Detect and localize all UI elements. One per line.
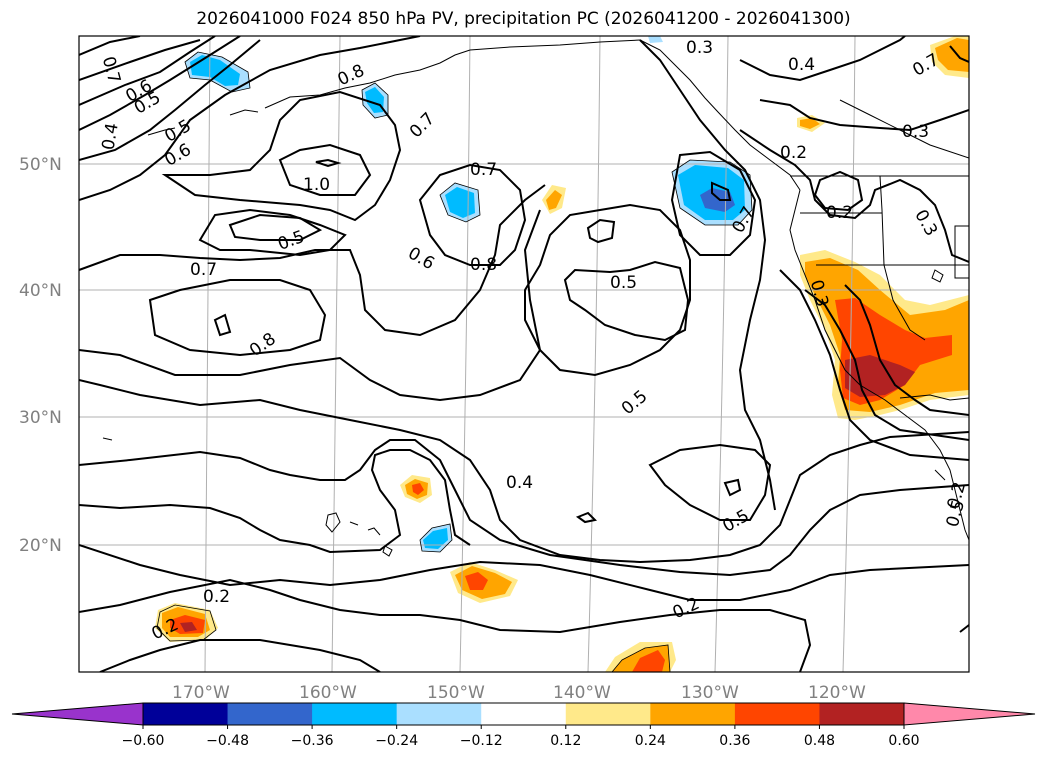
colorbar-segment	[228, 703, 313, 725]
colorbar-tick-label: −0.24	[375, 733, 418, 749]
colorbar-extend-low	[12, 703, 143, 725]
contour-label: 0.4	[506, 473, 533, 493]
contour-label: 0.2	[203, 587, 230, 607]
colorbar-tick-label: 0.48	[804, 733, 835, 749]
map-panel: 0.7 0.6 0.5 0.4 0.5 0.6 0.8 0.7 1.0 0.5 …	[79, 36, 970, 672]
lon-label: 130°W	[681, 683, 739, 703]
colorbar-extend-high	[904, 703, 1035, 725]
lat-axis-labels: 50°N 40°N 30°N 20°N	[19, 155, 62, 556]
lon-label: 120°W	[808, 683, 866, 703]
contour-label: 0.3	[902, 122, 929, 142]
lon-label: 170°W	[172, 683, 230, 703]
colorbar-tick-label: 0.24	[635, 733, 666, 749]
lon-label: 150°W	[427, 683, 485, 703]
colorbar-tick-label: 0.12	[550, 733, 581, 749]
colorbar-segment	[481, 703, 566, 725]
contour-label: 0.2	[826, 203, 853, 223]
colorbar-segment	[735, 703, 820, 725]
lat-label: 40°N	[19, 281, 62, 301]
colorbar-segment	[312, 703, 397, 725]
contour-label: 0.3	[686, 38, 713, 58]
colorbar-segment	[650, 703, 735, 725]
contour-label: 0.7	[190, 260, 217, 280]
contour-label: 0.5	[610, 273, 637, 293]
colorbar-segment	[143, 703, 228, 725]
colorbar-tick-label: −0.36	[291, 733, 334, 749]
contour-label: 0.2	[780, 143, 807, 163]
colorbar-tick-label: −0.12	[460, 733, 503, 749]
contour-label: 0.8	[470, 255, 497, 275]
lon-label: 160°W	[299, 683, 357, 703]
lon-axis-labels: 170°W 160°W 150°W 140°W 130°W 120°W	[172, 683, 866, 703]
colorbar-tick-label: −0.60	[122, 733, 165, 749]
colorbar-segment	[397, 703, 482, 725]
lon-label: 140°W	[553, 683, 611, 703]
lat-label: 30°N	[19, 408, 62, 428]
colorbar-segment	[566, 703, 651, 725]
colorbar-tick-label: 0.36	[719, 733, 750, 749]
contour-label: 1.0	[303, 175, 330, 195]
contour-label: 0.7	[470, 160, 497, 180]
colorbar: −0.60 −0.48 −0.36 −0.24 −0.12 0.12 0.24 0.36 0.4…	[12, 703, 1035, 749]
contour-label: 0.4	[788, 55, 815, 75]
colorbar-tick-label: 0.60	[888, 733, 919, 749]
lat-label: 20°N	[19, 536, 62, 556]
lat-label: 50°N	[19, 155, 62, 175]
colorbar-tick-label: −0.48	[206, 733, 249, 749]
colorbar-segment	[819, 703, 904, 725]
